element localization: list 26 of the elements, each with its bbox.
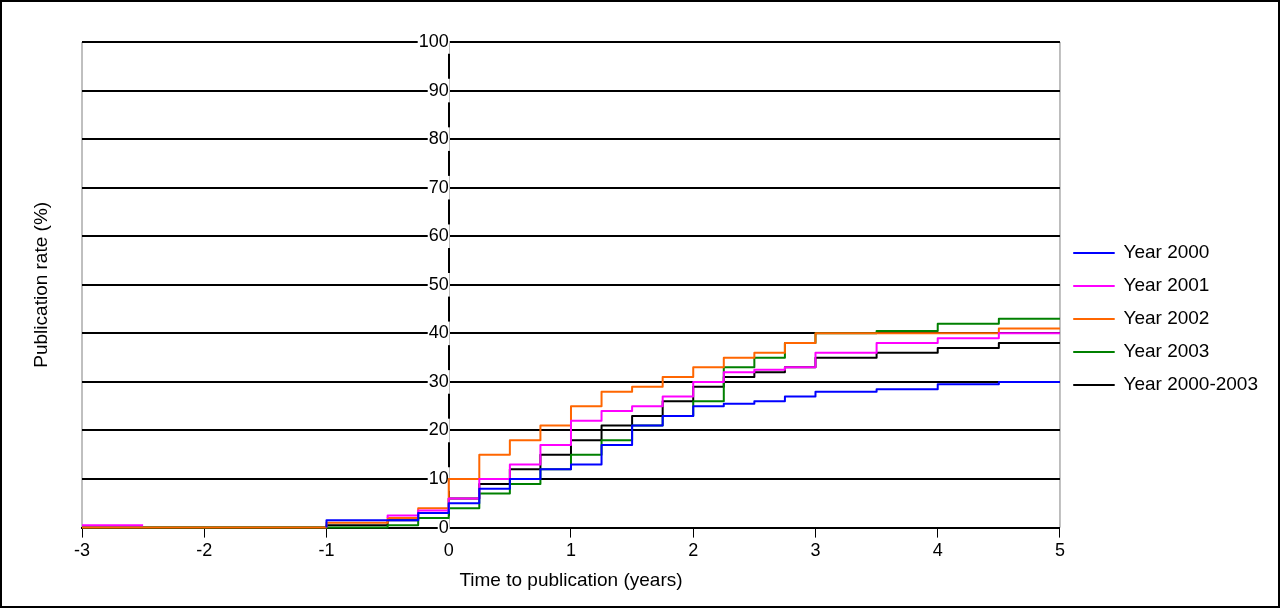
x-tick-label: 5 — [1054, 540, 1065, 561]
y-tick-label: 80 — [428, 128, 449, 149]
legend-label: Year 2003 — [1123, 340, 1210, 362]
x-tick-label: -2 — [196, 540, 213, 561]
x-tick-label: 2 — [688, 540, 699, 561]
legend-label: Year 2001 — [1123, 274, 1210, 296]
x-tick-label: 1 — [565, 540, 576, 561]
legend-label: Year 2000-2003 — [1123, 373, 1258, 395]
y-tick-label: 10 — [428, 468, 449, 489]
x-tick-label: 3 — [810, 540, 821, 561]
y-tick-label: 40 — [428, 322, 449, 343]
legend-label: Year 2002 — [1123, 307, 1210, 329]
x-tick-label: -3 — [73, 540, 91, 561]
x-axis-title: Time to publication (years) — [459, 568, 683, 590]
x-tick-label: 4 — [932, 540, 943, 561]
y-tick-label: 30 — [428, 370, 449, 391]
y-axis-title: Publication rate (%) — [30, 201, 52, 368]
y-tick-label: 100 — [418, 30, 449, 51]
y-tick-label: 90 — [428, 79, 449, 100]
legend-label: Year 2000 — [1123, 241, 1210, 263]
y-tick-label: 50 — [428, 273, 449, 294]
y-tick-label: 0 — [438, 516, 449, 537]
y-tick-label: 20 — [428, 419, 449, 440]
y-tick-label: 60 — [428, 225, 449, 246]
x-tick-label: -1 — [318, 540, 335, 561]
y-tick-label: 70 — [428, 176, 449, 197]
